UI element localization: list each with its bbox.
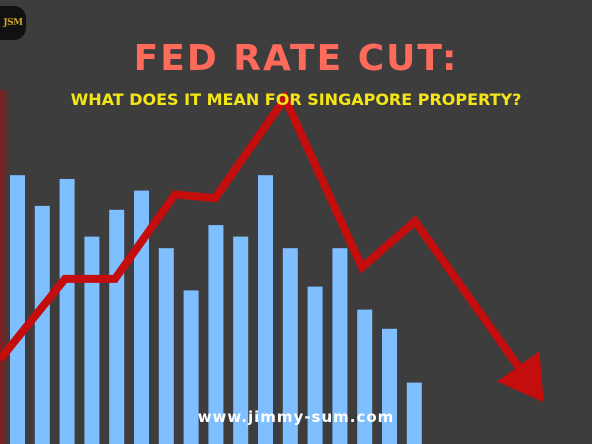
trend-arrowhead	[497, 351, 544, 403]
chart-bar	[307, 286, 323, 444]
chart-bar	[34, 205, 50, 444]
chart-bar	[357, 309, 373, 444]
chart-bar	[282, 248, 298, 444]
chart-bar	[84, 236, 100, 444]
chart-bar	[10, 175, 25, 444]
brand-logo: JSM	[0, 6, 26, 40]
page-title: FED RATE CUT:	[133, 38, 459, 79]
chart-bar	[382, 328, 397, 444]
trend-line-group	[0, 90, 544, 403]
chart-bar	[59, 179, 75, 444]
website-url: www.jimmy-sum.com	[197, 408, 395, 426]
chart-bar	[134, 190, 149, 444]
trend-line	[0, 90, 522, 369]
chart-bar	[332, 248, 348, 444]
left-edge-glow	[0, 90, 10, 444]
bars-group	[10, 175, 422, 444]
logo-text: JSM	[3, 18, 23, 28]
chart-bar	[208, 225, 224, 444]
chart-bar	[158, 248, 174, 444]
chart-bar	[183, 290, 199, 444]
chart-bar	[233, 236, 249, 444]
chart-bar	[258, 175, 273, 444]
chart-bar	[406, 382, 422, 444]
page-subtitle: WHAT DOES IT MEAN FOR SINGAPORE PROPERTY…	[70, 90, 522, 109]
